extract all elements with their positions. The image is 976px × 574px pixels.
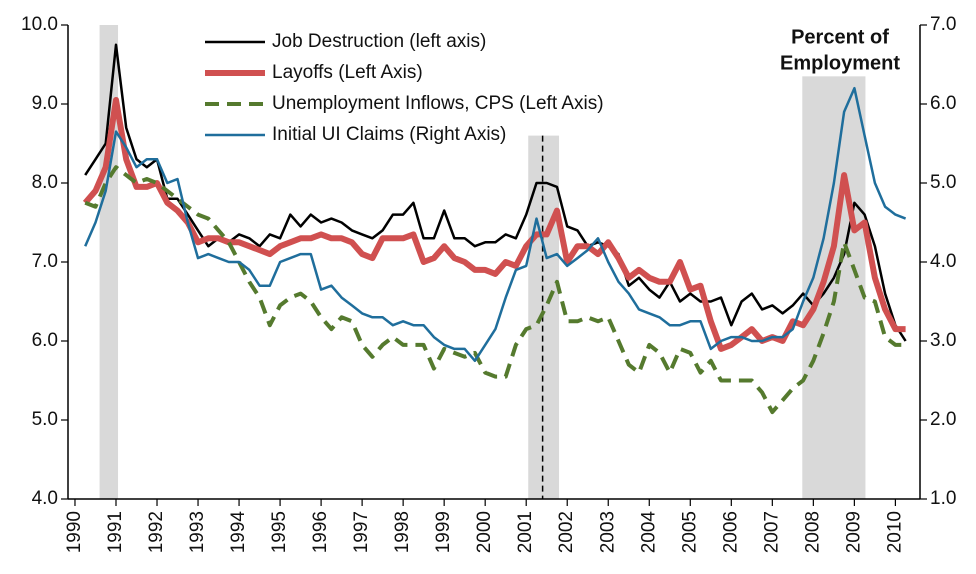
- y-tick-label: 4.0: [32, 488, 58, 509]
- y-tick-label: 7.0: [32, 251, 58, 272]
- x-tick-label: 2007: [761, 511, 782, 553]
- series-line: [84, 43, 907, 342]
- y-tick-label: 8.0: [32, 172, 58, 193]
- legend-label: Layoffs (Left Axis): [272, 62, 423, 83]
- x-tick-label: 1994: [228, 511, 249, 554]
- x-tick-label: 2005: [679, 511, 700, 553]
- x-tick-label: 2006: [720, 511, 741, 553]
- series-line: [84, 165, 906, 415]
- x-tick-label: 1999: [433, 511, 454, 553]
- x-tick-label: 2010: [884, 511, 905, 553]
- x-tick-label: 1990: [64, 511, 85, 553]
- y2-tick-label: 7.0: [930, 14, 956, 35]
- legend-label: Job Destruction (left axis): [272, 31, 486, 52]
- recession-shade: [802, 76, 866, 499]
- x-tick-label: 1998: [392, 511, 413, 553]
- x-tick-label: 2009: [843, 511, 864, 553]
- x-tick-label: 2004: [638, 511, 659, 554]
- recession-shade: [99, 25, 119, 499]
- x-tick-label: 2002: [556, 511, 577, 553]
- x-tick-label: 1997: [351, 511, 372, 553]
- x-tick-label: 2003: [597, 511, 618, 553]
- x-tick-label: 2001: [515, 511, 536, 553]
- x-tick-label: 2008: [802, 511, 823, 553]
- y2-tick-label: 5.0: [930, 172, 956, 193]
- y2-tick-label: 6.0: [930, 93, 956, 114]
- x-tick-label: 2000: [474, 511, 495, 553]
- y2-tick-label: 3.0: [930, 330, 956, 351]
- y2-tick-label: 1.0: [930, 488, 956, 509]
- y2-tick-label: 2.0: [930, 409, 956, 430]
- legend-label: Unemployment Inflows, CPS (Left Axis): [272, 93, 604, 114]
- annotation: Percent of: [791, 26, 889, 48]
- legend-label: Initial UI Claims (Right Axis): [272, 124, 506, 145]
- x-tick-label: 1991: [105, 511, 126, 553]
- y2-tick-label: 4.0: [930, 251, 956, 272]
- x-tick-label: 1996: [310, 511, 331, 553]
- series-line: [84, 86, 907, 363]
- annotation: Employment: [780, 52, 900, 74]
- y-tick-label: 9.0: [32, 93, 58, 114]
- y-tick-label: 6.0: [32, 330, 58, 351]
- y-tick-label: 5.0: [32, 409, 58, 430]
- x-tick-label: 1993: [187, 511, 208, 553]
- recession-shade: [528, 135, 560, 499]
- x-tick-label: 1992: [146, 511, 167, 553]
- x-tick-label: 1995: [269, 511, 290, 553]
- y-tick-label: 10.0: [21, 14, 58, 35]
